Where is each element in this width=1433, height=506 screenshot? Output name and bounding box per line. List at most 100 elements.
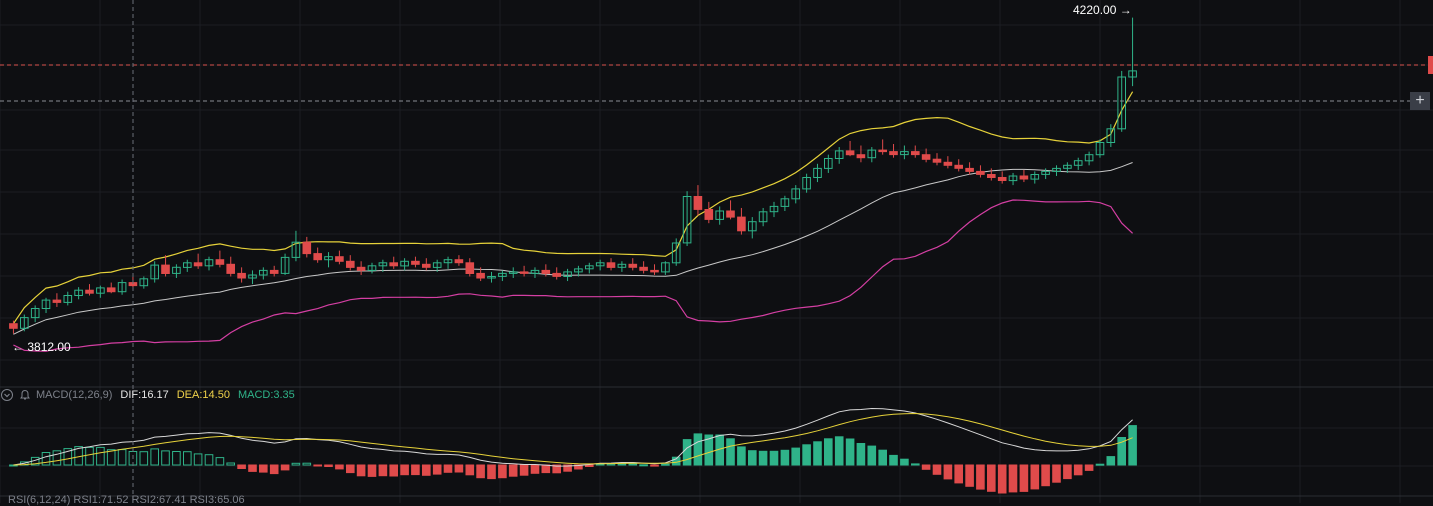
macd-value: MACD:3.35 (237, 389, 295, 401)
candle-body (519, 271, 529, 274)
candle-body (1084, 154, 1094, 162)
bollinger-bands (12, 91, 1134, 352)
candle-body (389, 262, 398, 267)
candle-body (150, 264, 159, 280)
candle-body (346, 260, 355, 268)
candle-body (215, 259, 225, 265)
macd-histogram-bar (737, 446, 746, 466)
macd-histogram-bar (508, 464, 518, 477)
candle-body (574, 268, 583, 273)
macd-histogram-bar (802, 444, 811, 466)
macd-histogram-bar (367, 464, 377, 477)
candle-body (367, 265, 377, 271)
candle-body (791, 188, 801, 200)
add-alert-button[interactable]: + (1410, 92, 1430, 110)
macd-histogram-bar (215, 457, 225, 466)
candle-body (834, 150, 844, 159)
macd-histogram-bar (1117, 437, 1127, 466)
macd-histogram-bar (878, 449, 888, 466)
macd-histogram-bar (965, 464, 974, 487)
macd-histogram-bar (1073, 464, 1083, 476)
macd-histogram-bar (704, 434, 714, 466)
candle-body (324, 256, 333, 261)
candle-body (172, 266, 181, 274)
candle-body (943, 161, 953, 166)
macd-histogram-bar (845, 438, 855, 466)
macd-histogram-bar (1052, 464, 1061, 483)
macd-histogram-bar (161, 450, 170, 466)
macd-histogram-bar (389, 464, 398, 477)
candle-body (20, 317, 29, 329)
low-price-label: ← 3812.00 (12, 340, 71, 354)
macd-histogram-bar (183, 451, 192, 466)
candle-body (508, 271, 518, 274)
macd-histogram-bar (96, 446, 105, 466)
macd-histogram-bar (259, 464, 268, 473)
macd-histogram-bar (117, 449, 127, 466)
macd-histogram-bar (335, 464, 344, 470)
candle-body (356, 266, 366, 271)
macd-histogram-bar (780, 449, 790, 466)
candle-body (639, 266, 648, 271)
candle-body (432, 262, 442, 268)
candle-body (595, 262, 605, 267)
candle-body (802, 177, 811, 190)
bell-icon[interactable] (18, 388, 32, 402)
macd-histogram-bar (346, 464, 355, 474)
macd-histogram-bar (313, 464, 322, 467)
candle-body (661, 262, 670, 273)
candle-body (9, 323, 18, 329)
candle-body (921, 154, 931, 160)
candle-body (878, 149, 888, 153)
macd-title: MACD(12,26,9) (36, 389, 113, 401)
candle-body (911, 151, 920, 156)
macd-dif: DIF:16.17 (120, 389, 169, 401)
candle-body (183, 262, 192, 268)
macd-histogram-bar (106, 449, 116, 466)
candle-body (693, 196, 703, 210)
macd-histogram-bar (400, 464, 409, 476)
macd-histogram-bar (1095, 463, 1105, 466)
candle-body (1052, 167, 1061, 172)
macd-histogram-bar (150, 448, 159, 466)
macd-histogram-bar (1041, 464, 1050, 487)
candle-body (161, 264, 170, 275)
macd-histogram-bar (498, 464, 507, 479)
candle-body (650, 269, 659, 273)
macd-histogram-bar (563, 464, 572, 472)
high-price-label: 4220.00 → (1073, 3, 1132, 17)
macd-histogram-bar (867, 445, 877, 466)
macd-histogram-bar (748, 450, 757, 466)
macd-histogram-bar (1019, 464, 1029, 492)
macd-histogram-bar (900, 458, 909, 466)
macd-histogram-bar (356, 464, 366, 477)
candle-body (422, 263, 431, 268)
macd-histogram-bar (987, 464, 996, 492)
candle-body (1106, 128, 1116, 144)
macd-histogram-bar (85, 446, 94, 466)
candle-body (932, 158, 942, 163)
macd-histogram-bar (519, 464, 529, 476)
macd-histogram-bar (932, 464, 942, 475)
macd-histogram-bar (650, 464, 659, 467)
candle-body (30, 308, 40, 319)
candle-body (585, 265, 594, 270)
candle-body (900, 151, 909, 156)
macd-histogram-bar (943, 464, 953, 480)
macd-histogram-bar (487, 464, 496, 480)
macd-histogram-bar (443, 464, 453, 473)
macd-pane (9, 407, 1137, 494)
macd-histogram-bar (1128, 425, 1137, 466)
macd-histogram-bar (530, 464, 540, 474)
candle-body (606, 262, 616, 268)
macd-histogram-bar (682, 439, 692, 466)
macd-histogram-bar (291, 462, 301, 466)
candle-body (476, 272, 485, 279)
candle-body (63, 295, 73, 303)
candle-body (1030, 174, 1040, 180)
collapse-chevron-icon[interactable] (0, 388, 14, 402)
candle-body (335, 256, 344, 262)
candle-body (715, 210, 725, 220)
rsi-legend: RSI(6,12,24) RSI1:71.52 RSI2:67.41 RSI3:… (8, 494, 245, 506)
